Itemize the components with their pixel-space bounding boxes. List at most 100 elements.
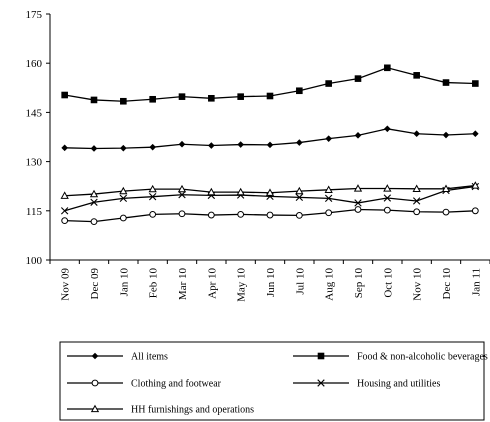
series-triangle (60, 181, 480, 199)
circle-marker (413, 208, 421, 216)
square-marker (120, 97, 127, 105)
circle-marker (91, 379, 99, 387)
x-marker-stroke (148, 193, 157, 201)
square-marker (266, 92, 274, 100)
square-marker (149, 95, 156, 103)
diamond-marker (384, 125, 391, 133)
circle-marker (149, 211, 157, 218)
triangle-marker (412, 184, 421, 192)
legend-label: Food & non-alcoholic beverages (357, 352, 488, 363)
circle-marker (207, 211, 215, 219)
legend: All items Food & non-alcoholic beverages C… (59, 341, 488, 421)
circle-marker (266, 211, 274, 219)
x-marker (295, 193, 304, 202)
circle-marker (354, 206, 362, 213)
x-marker-stroke (354, 199, 362, 207)
x-tick-label: Sep 10 (353, 268, 365, 299)
square-marker (442, 79, 450, 86)
x-tick-label: May 10 (236, 268, 248, 302)
square-marker (325, 80, 332, 87)
x-marker-stroke (324, 194, 333, 203)
square-marker (208, 94, 215, 102)
x-marker (119, 194, 128, 203)
circle-marker (471, 207, 479, 215)
square-marker (413, 72, 420, 79)
diamond-marker (120, 144, 127, 152)
legend-item: Food & non-alcoholic beverages (293, 352, 488, 363)
triangle-marker (90, 404, 100, 413)
diamond-marker (208, 142, 215, 149)
triangle-marker (60, 191, 69, 199)
circle-marker (237, 211, 245, 218)
diamond-marker (237, 141, 244, 148)
circle-marker (61, 217, 69, 225)
triangle-marker (353, 184, 363, 192)
legend-label: HH furnishings and operations (131, 405, 254, 416)
diamond-marker (325, 135, 332, 142)
triangle-marker (324, 185, 333, 193)
diamond-marker (354, 132, 362, 139)
square-marker (472, 80, 479, 87)
x-tick-label: Jul 10 (294, 268, 306, 295)
y-tick-label: 160 (26, 58, 43, 70)
x-marker (324, 194, 333, 203)
circle-marker (325, 209, 333, 217)
diamond-marker (296, 139, 303, 146)
x-marker-stroke (383, 194, 392, 202)
diamond-marker (413, 130, 420, 138)
x-marker (412, 197, 421, 205)
x-tick-label: Aug 10 (324, 268, 336, 301)
x-tick-label: Oct 10 (382, 268, 394, 298)
diamond-marker (178, 140, 186, 148)
legend-item: HH furnishings and operations (67, 405, 254, 416)
square-marker (237, 93, 244, 100)
x-marker (354, 199, 362, 207)
x-marker (60, 207, 69, 215)
legend-label: All items (131, 352, 168, 363)
diamond-marker (61, 144, 68, 152)
triangle-marker (119, 186, 128, 195)
square-marker (61, 91, 68, 99)
triangle-marker (177, 184, 187, 193)
x-tick-label: Dec 09 (89, 268, 101, 300)
series-circle (61, 206, 479, 226)
circle-marker (90, 218, 98, 226)
triangle-marker (89, 189, 99, 198)
triangle-marker (207, 187, 216, 196)
x-tick-label: Feb 10 (148, 268, 160, 299)
legend-label: Housing and utilities (357, 379, 440, 390)
diamond-marker (442, 131, 450, 139)
x-tick-label: Nov 09 (60, 268, 72, 301)
square-marker (384, 64, 391, 72)
diamond-marker (91, 352, 99, 360)
square-marker (178, 93, 186, 100)
x-tick-label: Jan 10 (118, 268, 130, 297)
x-marker-stroke (60, 207, 69, 215)
x-marker (148, 193, 157, 201)
x-axis: Nov 09 Dec 09 Jan 10 Feb 10 Mar 10 Apr 10 May … (49, 259, 490, 302)
circle-marker (178, 210, 186, 218)
triangle-marker (383, 184, 392, 192)
x-marker-stroke (295, 193, 304, 202)
triangle-marker (265, 188, 275, 196)
y-tick-label: 115 (26, 206, 43, 218)
circle-marker (119, 214, 127, 222)
x-tick-label: Jan 11 (470, 268, 482, 296)
triangle-marker (295, 186, 304, 195)
y-tick-label: 145 (26, 107, 43, 119)
x-marker-stroke (412, 197, 421, 205)
diamond-marker (149, 143, 156, 151)
series-square (61, 64, 479, 105)
diamond-marker (266, 141, 274, 149)
circle-marker (295, 211, 303, 219)
y-tick-label: 130 (26, 157, 43, 169)
triangle-marker (236, 187, 245, 196)
legend-box (59, 341, 485, 421)
x-marker (90, 198, 98, 206)
x-marker-stroke (178, 191, 186, 199)
x-marker (317, 379, 325, 387)
legend-item: Housing and utilities (293, 379, 440, 390)
y-tick-label: 175 (26, 9, 43, 21)
legend-item: Clothing and footwear (67, 379, 222, 390)
